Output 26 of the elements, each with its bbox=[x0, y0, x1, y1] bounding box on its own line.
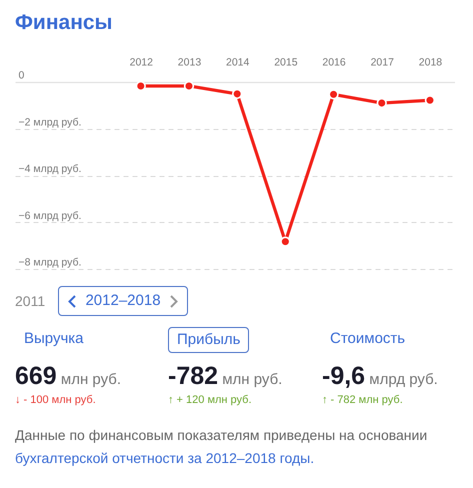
text: бухгалтерской отчетности за 2012–2018 годы. bbox=[15, 449, 314, 468]
y-tick-label: −8 млрд руб. bbox=[18, 256, 82, 268]
x-tick-label: 2015 bbox=[274, 56, 298, 68]
x-tick-label: 2018 bbox=[418, 56, 442, 68]
x-tick-label: 2017 bbox=[370, 56, 394, 68]
text: 669 млн руб. bbox=[15, 362, 122, 390]
text: Стоимость bbox=[330, 330, 406, 348]
y-tick-label: −2 млрд руб. bbox=[18, 116, 82, 128]
text: Выручка bbox=[24, 330, 84, 348]
range-button: 2012–2018 bbox=[58, 286, 188, 316]
x-tick-label: 2016 bbox=[322, 56, 346, 68]
tab-button: Прибыль bbox=[168, 327, 250, 353]
text: ↑ + 120 млн руб. bbox=[168, 394, 252, 407]
y-tick-label: 0 bbox=[18, 70, 24, 82]
y-tick-label: −6 млрд руб. bbox=[18, 210, 82, 222]
x-tick-label: 2012 bbox=[130, 56, 154, 68]
text: 2011 bbox=[15, 292, 46, 310]
text: Данные по финансовым показателям приведены на основании bbox=[15, 426, 428, 445]
text: ↑ - 782 млн руб. bbox=[322, 394, 403, 407]
y-tick-label: −4 млрд руб. bbox=[18, 163, 82, 175]
x-tick-label: 2013 bbox=[178, 56, 202, 68]
text: -9,6 млрд руб. bbox=[322, 362, 438, 390]
chart-title: Финансы bbox=[15, 11, 112, 34]
text: ↓ - 100 млн руб. bbox=[15, 394, 96, 407]
x-tick-label: 2014 bbox=[226, 56, 250, 68]
text: -782 млн руб. bbox=[168, 362, 282, 390]
